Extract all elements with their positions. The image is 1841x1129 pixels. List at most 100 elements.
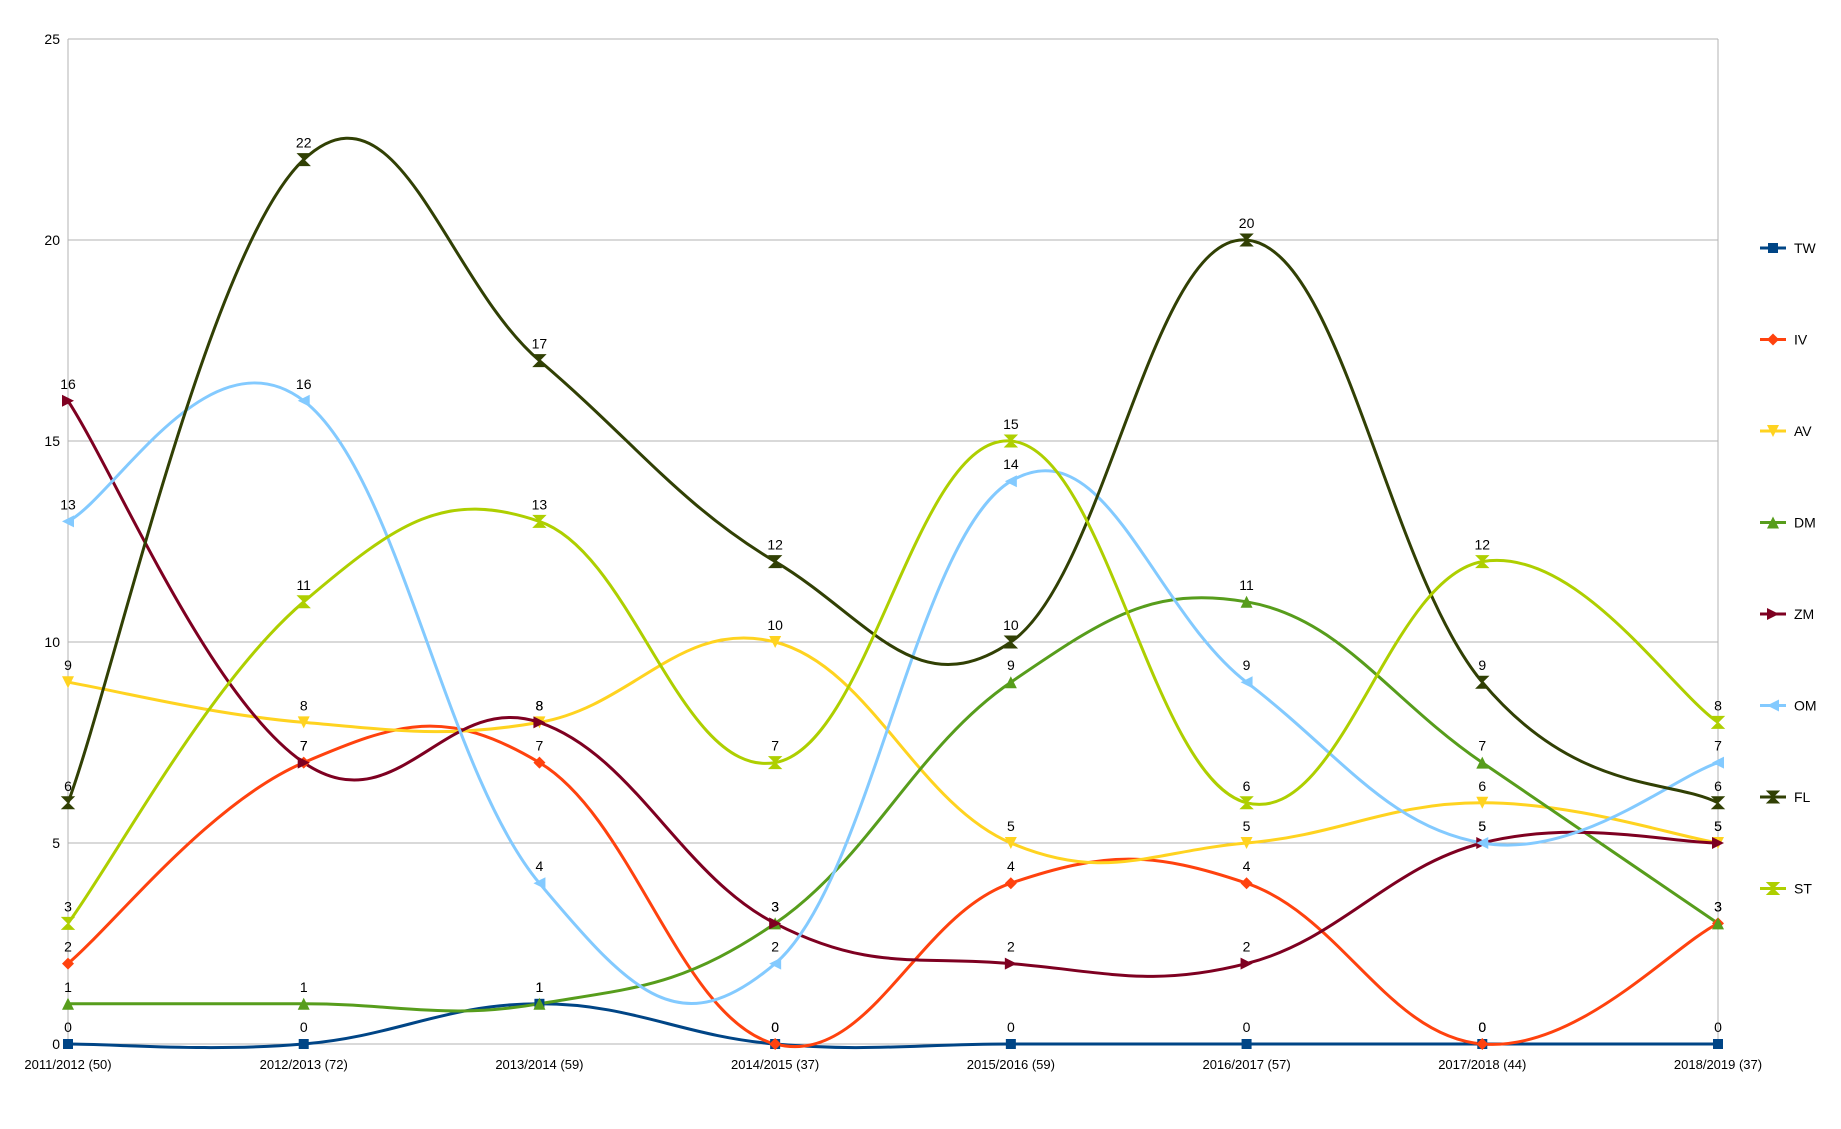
data-label-fl: 20 bbox=[1239, 215, 1255, 231]
data-label-st: 3 bbox=[64, 898, 72, 914]
data-point-fl bbox=[1003, 635, 1019, 649]
data-point-av bbox=[297, 716, 310, 729]
y-tick-label: 10 bbox=[44, 634, 60, 650]
data-point-av bbox=[769, 636, 782, 648]
y-tick-label: 20 bbox=[44, 232, 60, 248]
data-point-dm bbox=[62, 997, 74, 1010]
legend-label-om: OM bbox=[1794, 698, 1817, 714]
data-point-om bbox=[1476, 837, 1489, 849]
legend-item-av: AV bbox=[1760, 423, 1812, 439]
data-label-fl: 17 bbox=[532, 336, 548, 352]
legend: TW IV AV DM ZM OM FL ST bbox=[1760, 240, 1817, 897]
data-point-om bbox=[1240, 676, 1253, 689]
grid bbox=[68, 38, 1718, 1045]
series-line-av bbox=[67, 636, 1719, 865]
data-label-dm: 1 bbox=[64, 979, 72, 995]
data-label-tw: 0 bbox=[1007, 1019, 1015, 1035]
data-point-zm bbox=[533, 716, 546, 729]
data-point-iv bbox=[769, 1038, 782, 1050]
data-label-om: 9 bbox=[1243, 657, 1251, 673]
data-label-om: 16 bbox=[296, 376, 312, 392]
data-label-zm: 8 bbox=[536, 697, 544, 713]
legend-label-tw: TW bbox=[1794, 240, 1817, 256]
data-label-iv: 0 bbox=[1478, 1019, 1486, 1035]
data-point-tw bbox=[63, 1039, 73, 1049]
legend-marker-dm bbox=[1767, 516, 1779, 529]
data-label-tw: 0 bbox=[1478, 1019, 1486, 1035]
data-point-dm bbox=[533, 997, 546, 1010]
data-point-av bbox=[62, 676, 74, 689]
legend-item-om: OM bbox=[1760, 698, 1817, 714]
data-point-st bbox=[1003, 434, 1019, 448]
legend-marker-st bbox=[1765, 882, 1781, 895]
data-label-om: 7 bbox=[1714, 738, 1722, 754]
data-point-zm bbox=[1240, 957, 1253, 970]
data-point-om bbox=[297, 394, 310, 407]
x-tick-label: 2014/2015 (37) bbox=[731, 1057, 819, 1072]
data-label-fl: 10 bbox=[1003, 617, 1019, 633]
series-line-fl bbox=[66, 136, 1719, 805]
legend-label-av: AV bbox=[1794, 423, 1812, 439]
data-label-om: 4 bbox=[536, 858, 544, 874]
data-label-fl: 9 bbox=[1478, 657, 1486, 673]
data-label-fl: 12 bbox=[767, 537, 783, 553]
data-point-tw bbox=[1713, 1039, 1723, 1049]
data-label-zm: 5 bbox=[1478, 818, 1486, 834]
data-label-zm: 5 bbox=[1714, 818, 1722, 834]
legend-marker-tw bbox=[1768, 243, 1778, 253]
data-label-dm: 3 bbox=[1714, 898, 1722, 914]
data-point-dm bbox=[1712, 917, 1724, 930]
legend-label-fl: FL bbox=[1794, 789, 1811, 805]
legend-item-st: ST bbox=[1760, 881, 1812, 897]
data-label-iv: 7 bbox=[300, 738, 308, 754]
data-point-av bbox=[1240, 837, 1253, 849]
data-label-iv: 3 bbox=[1714, 898, 1722, 914]
data-label-zm: 2 bbox=[1243, 939, 1251, 955]
data-point-om bbox=[1712, 756, 1724, 769]
data-point-fl bbox=[60, 796, 76, 810]
legend-item-zm: ZM bbox=[1760, 606, 1814, 622]
data-label-iv: 4 bbox=[1007, 858, 1015, 874]
legend-label-st: ST bbox=[1794, 881, 1812, 897]
data-label-dm: 1 bbox=[300, 979, 308, 995]
x-tick-label: 2011/2012 (50) bbox=[24, 1057, 111, 1072]
data-label-dm: 7 bbox=[1478, 738, 1486, 754]
legend-item-iv: IV bbox=[1760, 332, 1808, 348]
data-point-st bbox=[296, 595, 311, 609]
series-line-iv bbox=[67, 724, 1719, 1048]
data-label-zm: 7 bbox=[300, 738, 308, 754]
data-label-dm: 3 bbox=[771, 898, 779, 914]
data-label-iv: 7 bbox=[536, 738, 544, 754]
data-point-om bbox=[533, 877, 546, 890]
data-point-dm bbox=[1476, 756, 1489, 769]
series-line-tw bbox=[67, 1002, 1718, 1050]
data-label-av: 6 bbox=[1478, 778, 1486, 794]
data-point-zm bbox=[62, 394, 74, 407]
series-line-st bbox=[66, 439, 1719, 925]
data-label-iv: 0 bbox=[771, 1019, 779, 1035]
data-point-iv bbox=[1240, 877, 1253, 890]
x-tick-label: 2016/2017 (57) bbox=[1202, 1057, 1290, 1072]
data-label-tw: 0 bbox=[300, 1019, 308, 1035]
data-label-dm: 9 bbox=[1007, 657, 1015, 673]
data-label-dm: 11 bbox=[1239, 577, 1254, 593]
y-tick-label: 0 bbox=[52, 1036, 60, 1052]
legend-marker-iv bbox=[1767, 333, 1779, 346]
data-label-av: 5 bbox=[1714, 818, 1722, 834]
data-point-zm bbox=[1004, 957, 1017, 970]
data-label-tw: 0 bbox=[64, 1019, 72, 1035]
data-label-om: 14 bbox=[1003, 456, 1019, 472]
data-label-zm: 3 bbox=[771, 898, 779, 914]
data-point-om bbox=[1004, 475, 1017, 488]
y-tick-label: 25 bbox=[44, 31, 60, 47]
data-label-dm: 1 bbox=[536, 979, 544, 995]
data-label-zm: 16 bbox=[60, 376, 76, 392]
data-label-st: 7 bbox=[771, 738, 779, 754]
data-point-fl bbox=[296, 153, 311, 167]
data-label-av: 5 bbox=[1007, 818, 1015, 834]
data-point-zm bbox=[769, 917, 782, 930]
data-label-fl: 22 bbox=[296, 135, 312, 151]
